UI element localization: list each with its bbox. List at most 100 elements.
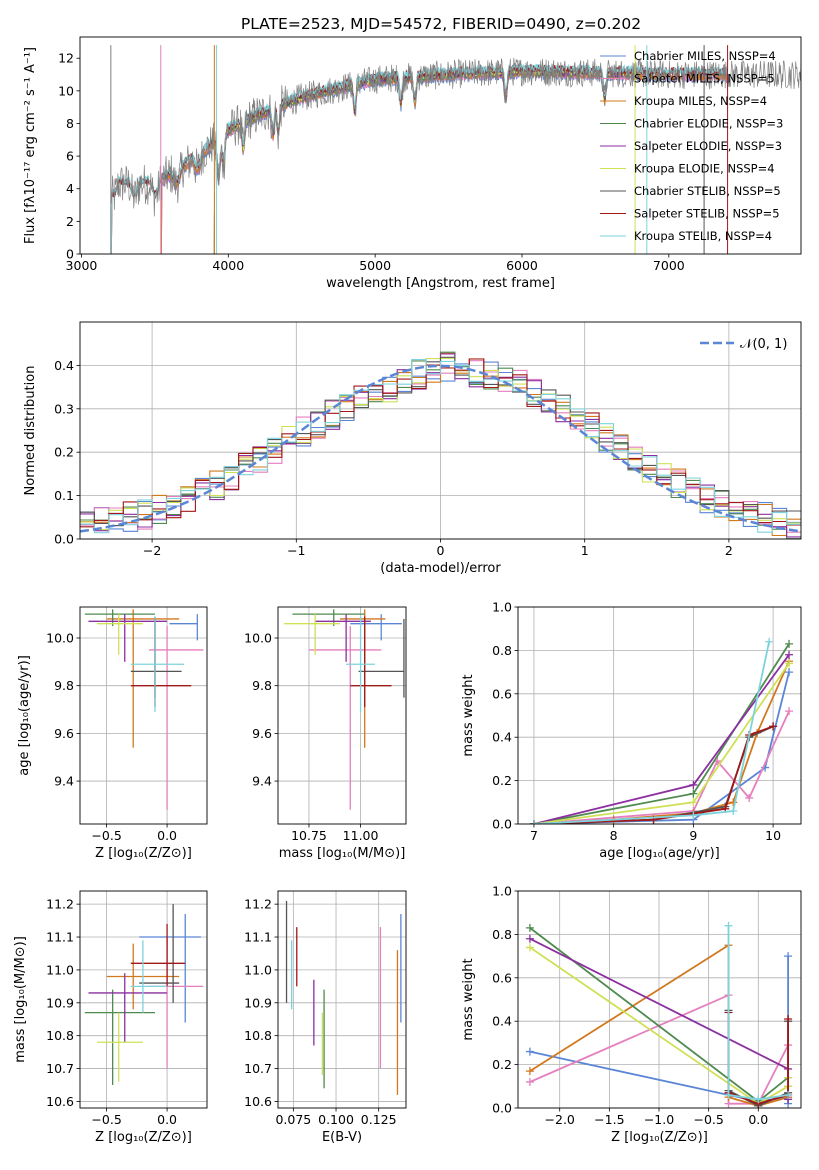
y-tick-label: 11.2 (46, 897, 74, 912)
y-tick-label: 0.2 (492, 773, 512, 788)
y-tick-label: 11.1 (46, 930, 74, 945)
weight-marker (785, 659, 794, 668)
plot-area (525, 921, 793, 1108)
x-tick-label: 9 (689, 828, 697, 843)
weight-marker (785, 650, 794, 659)
y-axis-label: mass weight (461, 958, 476, 1040)
x-tick-label: 0.0 (157, 1112, 177, 1127)
x-tick-label: 0.0 (748, 1112, 768, 1127)
y-tick-label: 11.0 (46, 962, 74, 977)
x-tick-label: −1 (287, 543, 305, 558)
axes-border (79, 890, 208, 1109)
weight-vs-age-panel: 7 8 9 10 0.0 0.2 0.4 0.6 0.8 1.0 age [log₁₀(age/yr… (461, 600, 802, 861)
axes-border (79, 606, 208, 825)
mass-vs-ebv-panel: 0.075 0.100 0.125 10.6 10.7 10.8 10.9 11.0 11.1 1… (244, 890, 407, 1145)
y-tick-label: 10.8 (46, 1028, 74, 1043)
weight-line (533, 725, 774, 824)
weight-marker (525, 923, 534, 932)
x-tick-label: −0.5 (693, 1112, 723, 1127)
model-spectrum-line (213, 67, 640, 254)
legend-label: 𝒩(0, 1) (740, 337, 787, 352)
y-tick-label: 11.0 (244, 962, 272, 977)
weight-marker (745, 793, 754, 802)
y-tick-label: 9.4 (54, 774, 74, 789)
weight-marker (525, 1047, 534, 1056)
axes-frame: −0.5 0.0 10.6 10.7 10.8 10.9 11.0 11.1 11.2 Z [lo… (13, 890, 208, 1145)
y-tick-label: 0.2 (492, 1057, 512, 1072)
x-tick-label: 0.075 (275, 1112, 311, 1127)
y-tick-label: 11.1 (244, 930, 272, 945)
weight-line (533, 671, 790, 824)
y-tick-label: 0.0 (54, 532, 74, 547)
model-spectrum-line (213, 65, 640, 254)
weight-line (533, 641, 770, 824)
y-tick-label: 10.0 (244, 631, 272, 646)
x-tick-label: 0.0 (157, 828, 177, 843)
axes-frame: 0.075 0.100 0.125 10.6 10.7 10.8 10.9 11.0 11.1 1… (244, 890, 407, 1145)
y-tick-label: 9.6 (54, 726, 74, 741)
weight-marker (765, 637, 774, 646)
spectrum-panel: 3000 4000 5000 6000 7000 0 2 4 6 8 10 12 wavelength … (23, 36, 802, 291)
model-spectrum-line (213, 68, 640, 254)
x-tick-label: 0.100 (318, 1112, 354, 1127)
y-tick-label: 0.8 (492, 643, 512, 658)
x-tick-label: 8 (610, 828, 618, 843)
y-tick-label: 1.0 (492, 884, 512, 899)
weight-marker (769, 722, 778, 731)
weight-marker (689, 789, 698, 798)
weight-marker (784, 952, 793, 961)
legend-label: Salpeter STELIB, NSSP=5 (634, 207, 780, 221)
residual-histogram-panel: −2 −1 0 1 2 0.0 0.1 0.2 0.3 0.4 (data-model)/error… (23, 321, 802, 576)
y-tick-label: 0.8 (492, 927, 512, 942)
histogram-step-line (80, 358, 801, 534)
y-tick-label: 6 (66, 149, 74, 164)
weight-marker (525, 1077, 534, 1086)
mass-vs-metallicity-panel: −0.5 0.0 10.6 10.7 10.8 10.9 11.0 11.1 11.2 Z [lo… (13, 890, 208, 1145)
x-axis-label: mass [log₁₀(M/M⊙)] (279, 846, 406, 861)
axes-frame: 3000 4000 5000 6000 7000 0 2 4 6 8 10 12 wavelength … (23, 36, 802, 291)
y-tick-label: 8 (66, 116, 74, 131)
legend-label: Chabrier ELODIE, NSSP=3 (634, 117, 783, 131)
weight-marker (724, 1090, 733, 1099)
y-tick-label: 0.3 (54, 401, 74, 416)
x-tick-label: 0.125 (361, 1112, 397, 1127)
y-tick-label: 10 (58, 83, 74, 98)
axes-frame: −2.0 −1.5 −1.0 −0.5 0.0 0.0 0.2 0.4 0.6 0.8 1.0 Z [… (461, 884, 802, 1145)
y-tick-label: 0.4 (54, 358, 74, 373)
y-tick-label: 0.4 (492, 730, 512, 745)
x-axis-label: (data-model)/error (380, 561, 501, 576)
x-tick-label: −0.5 (91, 1112, 121, 1127)
weight-marker (525, 1067, 534, 1076)
y-tick-label: 9.8 (252, 678, 272, 693)
plot-area (284, 609, 405, 810)
figure-title: PLATE=2523, MJD=54572, FIBERID=0490, z=0… (241, 15, 641, 33)
x-tick-label: 4000 (212, 258, 244, 273)
x-axis-label: Z [log₁₀(Z/Z⊙)] (95, 846, 192, 861)
weight-marker (729, 806, 738, 815)
y-tick-label: 0.2 (54, 445, 74, 460)
weight-marker (689, 780, 698, 789)
weight-marker (784, 1015, 793, 1024)
axes-frame: −2 −1 0 1 2 0.0 0.1 0.2 0.3 0.4 (data-model)/error… (23, 321, 802, 576)
y-tick-label: 10.7 (244, 1061, 272, 1076)
weight-line (533, 725, 774, 824)
x-tick-label: −1.5 (594, 1112, 624, 1127)
legend-label: Kroupa STELIB, NSSP=4 (634, 229, 772, 243)
y-tick-label: 4 (66, 181, 74, 196)
x-tick-label: 3000 (66, 258, 98, 273)
x-tick-label: −1.0 (644, 1112, 674, 1127)
x-axis-label: wavelength [Angstrom, rest frame] (326, 276, 555, 291)
plot-area (84, 904, 204, 1085)
x-tick-label: 7000 (653, 258, 685, 273)
legend-label: Chabrier STELIB, NSSP=5 (634, 184, 781, 198)
x-axis-label: Z [log₁₀(Z/Z⊙)] (611, 1130, 708, 1145)
normal-curve-line (80, 364, 801, 533)
age-vs-mass-panel: 10.75 11.00 9.4 9.6 9.8 10.0 mass [log₁₀(M/M⊙)… (244, 606, 407, 861)
y-tick-label: 10.9 (46, 995, 74, 1010)
plot-area (84, 609, 204, 810)
plot-area (80, 351, 801, 539)
y-tick-label: 9.4 (252, 774, 272, 789)
y-tick-label: 10.6 (244, 1094, 272, 1109)
legend-label: Salpeter MILES, NSSP=5 (634, 72, 775, 86)
y-tick-label: 10.9 (244, 995, 272, 1010)
